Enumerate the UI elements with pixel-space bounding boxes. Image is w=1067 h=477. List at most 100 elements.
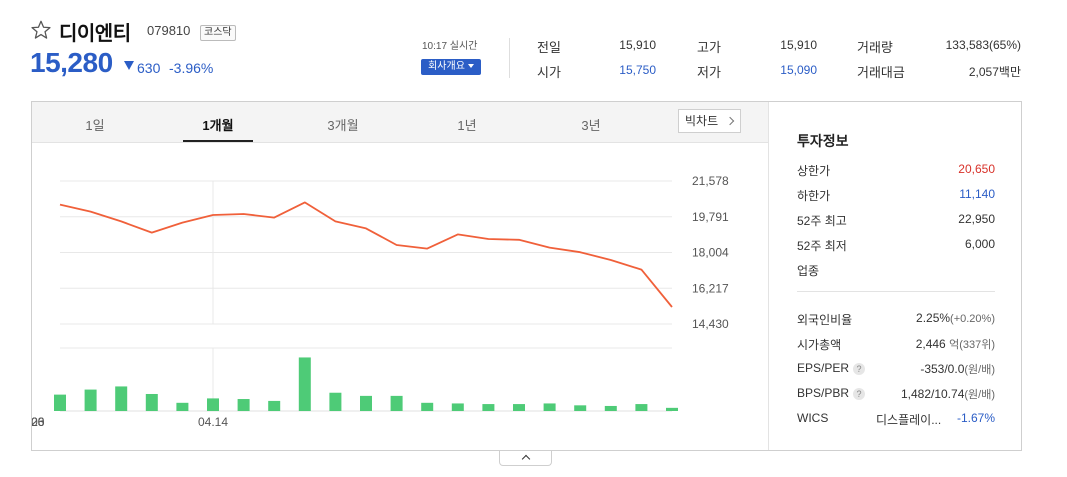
- week52-high-value: 22,950: [958, 212, 995, 226]
- foreign-ratio-label: 외국인비율: [797, 313, 853, 327]
- volume-bar: [390, 395, 403, 411]
- volume-bar: [207, 398, 219, 411]
- info-title: 투자정보: [797, 133, 849, 149]
- company-overview-button[interactable]: 회사개요: [421, 59, 481, 75]
- y-tick-label: 14,430: [692, 317, 729, 331]
- y-tick-label: 21,578: [692, 174, 729, 188]
- lower-limit-value: 11,140: [959, 187, 995, 201]
- active-tab-indicator: [183, 140, 253, 142]
- chart-panel: 1일 1개월 3개월 1년 3년 빅차트 21,578 19,791 18,004 1…: [31, 101, 1022, 451]
- market-badge: 코스닥: [200, 25, 236, 41]
- stock-name: 디이엔티: [59, 23, 131, 45]
- low-label: 저가: [697, 65, 721, 80]
- bigchart-label: 빅차트: [685, 114, 719, 128]
- realtime-timestamp: 10:17 실시간: [422, 41, 478, 52]
- tab-1day[interactable]: 1일: [85, 118, 105, 133]
- volume-bar: [145, 393, 158, 411]
- tab-3year[interactable]: 3년: [581, 118, 601, 133]
- eps-per-unit: (원/배): [964, 364, 995, 376]
- current-price: 15,280: [30, 47, 113, 78]
- eps-per-label: EPS/PER: [797, 361, 850, 375]
- sector-label: 업종: [797, 264, 820, 278]
- stock-code: 079810: [147, 23, 191, 38]
- volume-bar: [574, 405, 587, 411]
- high-label: 고가: [697, 40, 721, 55]
- tab-1month[interactable]: 1개월: [202, 118, 234, 133]
- y-tick-label: 16,217: [692, 281, 729, 295]
- volume-bar: [635, 404, 648, 411]
- prev-close-value: 15,910: [619, 38, 656, 52]
- tab-1year[interactable]: 1년: [457, 118, 477, 133]
- trade-amount-label: 거래대금: [857, 65, 905, 80]
- low-value: 15,090: [780, 63, 817, 77]
- bps-pbr-label-row: BPS/PBR?: [797, 386, 866, 400]
- x-tick-label: 04.26: [32, 415, 45, 429]
- y-tick-label: 18,004: [692, 246, 729, 260]
- volume-bar: [513, 404, 525, 411]
- info-divider: [797, 291, 995, 292]
- eps-per-label-row: EPS/PER?: [797, 361, 866, 375]
- open-label: 시가: [537, 65, 561, 80]
- volume-bar: [666, 407, 678, 411]
- price-change: 630: [137, 60, 161, 76]
- x-tick-label: 04.20: [32, 415, 45, 429]
- upper-limit-label: 상한가: [797, 164, 831, 178]
- volume-bar: [360, 395, 372, 411]
- volume-bar: [176, 402, 189, 411]
- investment-info: 투자정보 상한가 20,650 하한가 11,140 52주 최고 22,950…: [768, 102, 1021, 450]
- volume-bar: [604, 405, 617, 411]
- market-cap-unit: 억(337위): [949, 339, 995, 351]
- upper-limit-value: 20,650: [958, 162, 995, 176]
- volume-bar: [482, 404, 495, 411]
- down-arrow-icon: [124, 61, 134, 70]
- help-icon[interactable]: ?: [853, 362, 866, 375]
- header-divider: [509, 38, 510, 78]
- foreign-ratio-value: 2.25%(+0.20%): [916, 311, 995, 325]
- y-tick-label: 19,791: [692, 210, 729, 224]
- wics-label: WICS: [797, 411, 829, 425]
- price-chart[interactable]: 21,578 19,791 18,004 16,217 14,430 04.14 04.20…: [32, 143, 768, 450]
- price-change-rate: -3.96%: [169, 60, 214, 76]
- bps-pbr-label: BPS/PBR: [797, 386, 850, 400]
- volume-bar: [84, 389, 97, 411]
- week52-low-label: 52주 최저: [797, 239, 847, 253]
- chevron-right-icon: [725, 116, 735, 126]
- bigchart-button[interactable]: 빅차트: [678, 109, 741, 133]
- market-cap-label: 시가총액: [797, 338, 842, 352]
- volume-value: 133,583(65%): [945, 38, 1021, 52]
- period-tabs: 1일 1개월 3개월 1년 3년 빅차트: [32, 102, 768, 143]
- price-line: [59, 201, 673, 308]
- volume-label: 거래량: [857, 40, 893, 55]
- prev-close-label: 전일: [537, 40, 561, 55]
- caret-down-icon: [467, 64, 474, 69]
- foreign-ratio: 2.25%: [916, 311, 951, 325]
- volume-bar: [421, 402, 434, 411]
- bps-pbr-unit: (원/배): [964, 389, 995, 401]
- trade-amount-value: 2,057백만: [968, 65, 1021, 79]
- favorite-star-icon[interactable]: [30, 19, 52, 41]
- volume-bar: [543, 403, 556, 411]
- company-overview-label: 회사개요: [428, 61, 465, 72]
- bps-pbr-value: 1,482/10.74(원/배): [901, 386, 995, 402]
- foreign-ratio-change: (+0.20%): [950, 313, 995, 325]
- volume-bar: [329, 392, 342, 411]
- volume-bar: [115, 386, 128, 411]
- week52-low-value: 6,000: [964, 237, 995, 251]
- volume-bar: [298, 357, 311, 411]
- market-cap-value: 2,446 억(337위): [916, 336, 995, 352]
- open-value: 15,750: [619, 63, 656, 77]
- wics-sector-link[interactable]: 디스플레이...: [876, 413, 942, 427]
- volume-bar: [451, 403, 464, 411]
- high-value: 15,910: [780, 38, 817, 52]
- help-icon[interactable]: ?: [853, 387, 866, 400]
- x-tick-label: 04.14: [198, 415, 228, 429]
- volume-bar: [54, 394, 66, 411]
- lower-limit-label: 하한가: [797, 189, 831, 203]
- market-cap: 2,446: [915, 337, 946, 351]
- volume-bar: [237, 399, 250, 411]
- volume-bar: [268, 400, 281, 411]
- collapse-button[interactable]: [499, 451, 552, 466]
- wics-change-rate: -1.67%: [956, 411, 995, 425]
- bps-pbr: 1,482/10.74: [900, 387, 965, 401]
- tab-3month[interactable]: 3개월: [327, 118, 359, 133]
